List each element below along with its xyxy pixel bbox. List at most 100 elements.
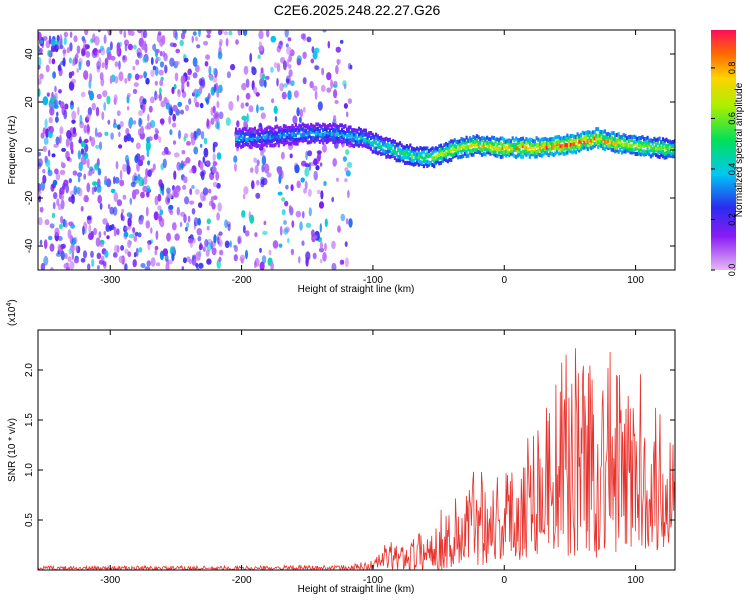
spectral-peak-cell: [665, 146, 668, 151]
noise-cell: [134, 188, 140, 195]
noise-cell: [102, 218, 108, 225]
noise-cell: [195, 251, 201, 261]
spectral-peak-cell: [564, 143, 567, 147]
noise-cell: [294, 164, 300, 174]
y-tick-label: -20: [24, 190, 35, 205]
spectral-peak-cell: [407, 160, 410, 165]
spectral-peak-cell: [491, 141, 494, 146]
noise-cell: [193, 217, 199, 227]
spectral-peak-cell: [250, 140, 253, 145]
noise-cell: [193, 258, 197, 265]
spectral-peak-cell: [381, 141, 384, 146]
noise-cell: [54, 227, 60, 237]
spectral-peak-cell: [619, 137, 622, 142]
spectral-peak-cell: [474, 147, 477, 152]
spectral-peak-cell: [448, 151, 451, 156]
spectral-peak-cell: [419, 154, 422, 159]
spectral-peak-cell: [540, 142, 543, 147]
spectral-peak-cell: [340, 131, 344, 136]
spectral-peak-cell: [646, 150, 649, 155]
noise-cell: [159, 209, 164, 216]
noise-cell: [167, 196, 170, 203]
spectral-peak-cell: [508, 140, 511, 145]
noise-cell: [278, 40, 283, 50]
spectral-peak-cell: [489, 148, 492, 153]
spectral-peak-cell: [651, 138, 654, 143]
noise-cell: [142, 186, 147, 193]
noise-cell: [261, 164, 265, 173]
noise-cell: [95, 237, 101, 247]
noise-cell: [188, 238, 193, 244]
noise-cell: [196, 44, 201, 49]
spectral-peak-cell: [281, 133, 284, 137]
spectral-peak-cell: [631, 144, 634, 149]
spectral-peak-cell: [375, 132, 378, 137]
noise-cell: [92, 181, 98, 186]
spectral-peak-cell: [470, 149, 473, 153]
spectral-peak-cell: [617, 140, 620, 145]
noise-cell: [124, 263, 128, 270]
spectral-peak-cell: [357, 126, 361, 131]
spectral-peak-cell: [646, 135, 649, 140]
spectral-peak-cell: [279, 128, 282, 133]
spectral-peak-cell: [619, 140, 622, 145]
spectral-peak-cell: [549, 140, 552, 145]
noise-cell: [166, 151, 172, 155]
spectral-peak-cell: [607, 131, 610, 136]
spectral-peak-cell: [287, 133, 291, 138]
spectral-peak-cell: [463, 145, 466, 150]
noise-cell: [191, 35, 194, 43]
spectral-peak-cell: [252, 141, 255, 146]
spectral-peak-cell: [579, 136, 583, 141]
spectral-peak-cell: [598, 129, 601, 134]
spectral-peak-cell: [371, 135, 374, 140]
spectral-peak-cell: [527, 147, 530, 152]
noise-cell: [82, 158, 87, 165]
spectral-peak-cell: [376, 134, 379, 139]
spectral-peak-cell: [486, 140, 489, 145]
noise-cell: [102, 260, 107, 266]
noise-cell: [208, 188, 212, 194]
spectral-peak-cell: [380, 145, 383, 150]
noise-cell: [50, 38, 56, 46]
spectral-peak-cell: [525, 149, 528, 154]
spectral-peak-cell: [238, 135, 241, 140]
spectral-peak-cell: [511, 152, 514, 157]
spectral-peak-cell: [627, 143, 630, 148]
spectral-peak-cell: [658, 136, 661, 141]
spectral-peak-cell: [649, 145, 653, 150]
spectral-peak-cell: [532, 139, 535, 144]
noise-cell: [105, 224, 111, 233]
noise-cell: [183, 136, 187, 142]
noise-cell: [311, 229, 315, 238]
noise-cell: [270, 66, 274, 73]
spectral-peak-cell: [417, 154, 420, 159]
noise-cell: [80, 91, 86, 98]
noise-cell: [189, 188, 193, 196]
spectral-peak-cell: [480, 144, 484, 149]
x-tick-label: -300: [100, 575, 120, 586]
spectral-peak-cell: [330, 124, 333, 129]
noise-cell: [266, 172, 272, 178]
noise-cell: [107, 203, 111, 210]
spectral-peak-cell: [265, 143, 268, 148]
noise-cell: [112, 122, 118, 129]
spectral-peak-cell: [364, 128, 367, 133]
spectral-peak-cell: [451, 147, 455, 152]
noise-cell: [184, 196, 190, 205]
spectral-peak-cell: [557, 146, 560, 151]
spectral-peak-cell: [455, 144, 458, 149]
noise-cell: [234, 245, 238, 253]
spectral-peak-cell: [656, 140, 659, 145]
noise-cell: [333, 80, 338, 86]
noise-cell: [107, 119, 111, 125]
spectral-peak-cell: [593, 142, 596, 147]
noise-cell: [323, 180, 327, 187]
spectral-peak-cell: [574, 135, 577, 140]
noise-cell: [345, 111, 349, 118]
spectral-peak-cell: [236, 136, 239, 141]
spectral-peak-cell: [491, 150, 494, 155]
noise-cell: [62, 57, 66, 67]
spectral-peak-cell: [346, 141, 349, 146]
spectral-peak-cell: [508, 144, 511, 149]
